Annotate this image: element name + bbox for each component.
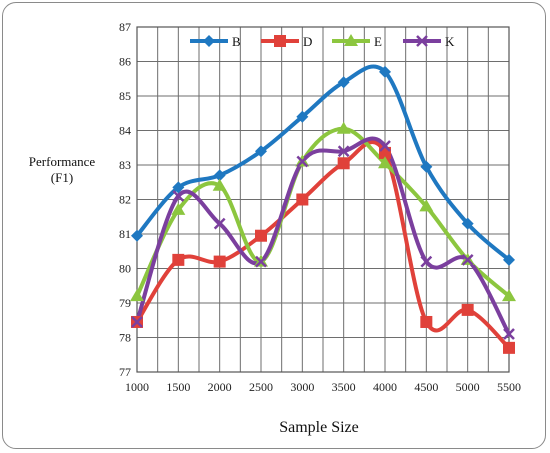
data-point-d xyxy=(172,253,185,266)
y-tick-label: 77 xyxy=(119,365,131,379)
data-point-b xyxy=(461,217,474,230)
data-point-k xyxy=(131,316,143,328)
data-point-e xyxy=(336,121,351,134)
x-axis-title: Sample Size xyxy=(279,419,359,436)
data-point-b xyxy=(420,160,433,173)
data-point-e xyxy=(378,156,392,169)
data-point-e xyxy=(171,202,186,215)
data-point-d xyxy=(461,303,474,316)
y-tick-label: 80 xyxy=(119,262,131,276)
legend-label-b: B xyxy=(232,34,241,49)
y-tick-label: 81 xyxy=(119,227,131,241)
data-point-k xyxy=(296,155,309,168)
y-tick-label: 87 xyxy=(119,20,131,34)
x-tick-label: 4000 xyxy=(373,380,397,394)
legend-label-d: D xyxy=(303,34,312,49)
y-tick-label: 79 xyxy=(119,296,131,310)
data-point-b xyxy=(213,169,226,182)
data-point-e xyxy=(502,289,516,302)
data-point-k xyxy=(337,145,350,158)
data-point-b xyxy=(172,181,185,194)
data-point-b xyxy=(131,229,143,242)
data-point-e xyxy=(419,199,434,212)
x-tick-label: 5500 xyxy=(497,380,521,394)
data-point-b xyxy=(337,76,350,89)
plot-area-border xyxy=(136,26,510,373)
data-point-k xyxy=(379,140,391,152)
y-tick-label: 86 xyxy=(119,55,131,69)
x-tick-labels: 1000 1500 2000 2500 3000 3500 4000 4500 5000 5500 xyxy=(125,380,521,394)
data-point-b xyxy=(379,65,391,78)
y-tick-label: 78 xyxy=(119,331,131,345)
y-tick-label: 84 xyxy=(119,124,131,138)
data-point-d xyxy=(296,193,309,206)
data-point-k xyxy=(255,255,267,268)
data-point-d xyxy=(213,255,226,268)
x-tick-label: 4500 xyxy=(414,380,438,394)
x-tick-label: 1000 xyxy=(125,380,149,394)
legend-label-e: E xyxy=(374,34,382,49)
legend-marker-k xyxy=(416,35,428,47)
y-tick-label: 83 xyxy=(119,158,131,172)
series-markers xyxy=(130,65,516,354)
y-tick-labels: 77 78 79 80 81 82 83 84 85 86 87 xyxy=(119,20,131,379)
data-point-k xyxy=(461,253,474,266)
x-tick-label: 5000 xyxy=(456,380,480,394)
x-tick-label: 3000 xyxy=(290,380,314,394)
data-point-b xyxy=(503,253,515,266)
x-tick-label: 2000 xyxy=(208,380,232,394)
legend-marker-d xyxy=(274,35,286,47)
x-tick-label: 2500 xyxy=(249,380,273,394)
y-axis-title: Performance (F1) xyxy=(29,154,96,185)
data-point-b xyxy=(255,145,267,158)
y-tick-label: 82 xyxy=(119,193,131,207)
data-point-e xyxy=(212,178,227,191)
legend-label-k: K xyxy=(445,34,455,49)
data-point-d xyxy=(255,229,267,242)
data-point-e xyxy=(130,289,144,302)
data-point-k xyxy=(172,190,185,202)
y-tick-label: 85 xyxy=(119,89,131,103)
x-tick-label: 1500 xyxy=(166,380,190,394)
data-point-d xyxy=(337,157,350,170)
legend-marker-e xyxy=(344,34,358,46)
legend-marker-b xyxy=(203,35,215,47)
data-point-k xyxy=(420,255,433,268)
data-point-b xyxy=(296,110,309,123)
data-point-d xyxy=(420,315,433,328)
data-point-k xyxy=(503,328,515,340)
data-point-k xyxy=(213,217,226,230)
series-line-k xyxy=(135,136,511,337)
data-point-d xyxy=(503,341,515,354)
grid-lines xyxy=(136,26,510,373)
x-tick-label: 3500 xyxy=(332,380,356,394)
series-line-b xyxy=(135,64,511,262)
